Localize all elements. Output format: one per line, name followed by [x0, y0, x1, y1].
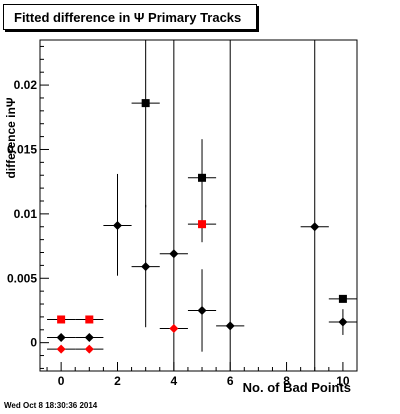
timestamp-footer: Wed Oct 8 18:30:36 2014 — [4, 401, 98, 410]
data-point-square — [338, 294, 347, 303]
x-tick-label: 6 — [227, 374, 234, 388]
x-axis-label: No. of Bad Points — [243, 380, 351, 395]
plot-frame — [39, 39, 358, 372]
data-point-diamond — [84, 344, 94, 354]
x-tick-label: 8 — [283, 374, 290, 388]
axis-ticks: 0 2 4 6 8 10 0 0.005 0.01 0.015 0.02 — [7, 45, 350, 388]
data-point-diamond — [310, 222, 320, 232]
data-point-diamond — [56, 344, 66, 354]
y-tick-label: 0.005 — [7, 271, 37, 285]
data-point-diamond — [56, 333, 66, 343]
data-point-diamond — [84, 333, 94, 343]
x-tick-label: 2 — [114, 374, 121, 388]
data-point-square — [57, 315, 66, 324]
data-point-diamond — [197, 305, 207, 315]
data-point-diamond — [338, 317, 348, 327]
data-point-square — [198, 173, 207, 182]
data-point-square — [198, 220, 207, 229]
y-tick-label: 0.01 — [14, 207, 38, 221]
y-tick-label: 0 — [30, 336, 37, 350]
chart-title-box: Fitted difference in Ψ Primary Tracks — [3, 4, 257, 30]
data-point-diamond — [169, 249, 179, 259]
data-point-diamond — [141, 262, 151, 272]
data-point-square — [141, 99, 150, 108]
data-point-diamond — [169, 323, 179, 333]
data-point-diamond — [112, 220, 122, 230]
x-tick-label: 0 — [58, 374, 65, 388]
y-tick-label: 0.02 — [14, 78, 38, 92]
chart-title: Fitted difference in Ψ Primary Tracks — [14, 10, 242, 25]
x-tick-label: 4 — [171, 374, 178, 388]
y-axis-label: difference inΨ — [4, 97, 18, 178]
x-tick-label: 10 — [336, 374, 350, 388]
data-point-diamond — [225, 321, 235, 331]
data-point-square — [85, 315, 94, 324]
data-marks — [47, 40, 357, 371]
y-tick-label: 0.015 — [7, 142, 37, 156]
